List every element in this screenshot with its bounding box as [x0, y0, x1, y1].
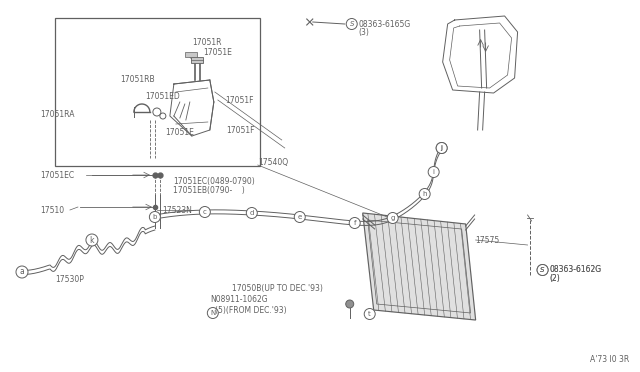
Text: 08363-6162G: 08363-6162G — [550, 266, 602, 275]
Circle shape — [86, 234, 98, 246]
Text: k: k — [90, 235, 94, 244]
Text: 17051E: 17051E — [203, 48, 232, 57]
Bar — [191, 57, 203, 63]
Text: t: t — [369, 311, 371, 317]
Text: N: N — [210, 310, 216, 316]
Circle shape — [16, 266, 28, 278]
Text: d: d — [250, 210, 254, 216]
Text: 08363-6162G: 08363-6162G — [550, 266, 602, 275]
Text: (2): (2) — [550, 273, 561, 282]
Text: j: j — [441, 145, 443, 151]
Text: 17051EC(0489-0790): 17051EC(0489-0790) — [173, 176, 255, 186]
Text: g: g — [390, 215, 395, 221]
Text: 17540Q: 17540Q — [258, 157, 288, 167]
Text: 17575: 17575 — [476, 235, 500, 244]
Circle shape — [346, 19, 357, 29]
Text: h: h — [422, 191, 427, 197]
Circle shape — [153, 108, 161, 116]
Text: 17051EC: 17051EC — [40, 170, 74, 180]
Text: 17523N: 17523N — [162, 205, 192, 215]
Text: i: i — [433, 169, 435, 175]
Text: N08911-1062G: N08911-1062G — [210, 295, 268, 305]
Text: b: b — [153, 214, 157, 220]
Bar — [185, 52, 197, 57]
Text: j: j — [441, 145, 443, 151]
Text: (2): (2) — [550, 273, 561, 282]
Text: f: f — [353, 220, 356, 226]
Circle shape — [436, 142, 447, 154]
Circle shape — [349, 218, 360, 228]
Polygon shape — [170, 80, 214, 136]
Circle shape — [537, 264, 548, 276]
Text: 17510: 17510 — [40, 205, 64, 215]
Text: 17530P: 17530P — [55, 276, 84, 285]
Text: c: c — [203, 209, 207, 215]
Text: 17051EB(0790-    ): 17051EB(0790- ) — [173, 186, 244, 195]
Circle shape — [364, 308, 375, 320]
Polygon shape — [443, 16, 518, 93]
Circle shape — [387, 212, 398, 224]
Text: a: a — [20, 267, 24, 276]
Text: 17051ED: 17051ED — [145, 92, 180, 100]
Text: (5)(FROM DEC.'93): (5)(FROM DEC.'93) — [215, 305, 287, 314]
Text: 17050B(UP TO DEC.'93): 17050B(UP TO DEC.'93) — [232, 283, 323, 292]
Text: S: S — [540, 267, 545, 273]
Circle shape — [294, 212, 305, 222]
Circle shape — [419, 189, 430, 199]
Text: 17051F: 17051F — [226, 125, 254, 135]
Text: S: S — [349, 21, 354, 27]
Text: 17051RB: 17051RB — [120, 74, 154, 83]
Text: e: e — [298, 214, 302, 220]
Circle shape — [149, 212, 161, 222]
Circle shape — [160, 113, 166, 119]
Circle shape — [428, 167, 439, 177]
Text: 17051R: 17051R — [192, 38, 221, 46]
Circle shape — [199, 206, 211, 218]
Circle shape — [346, 300, 354, 308]
Bar — [55, 18, 260, 166]
Text: 08363-6165G: 08363-6165G — [358, 19, 411, 29]
Text: (3): (3) — [358, 28, 369, 36]
Text: 17051E: 17051E — [165, 128, 194, 137]
Circle shape — [436, 142, 447, 154]
Polygon shape — [363, 213, 476, 320]
Circle shape — [246, 208, 257, 218]
Text: S: S — [540, 267, 545, 273]
Circle shape — [537, 264, 548, 276]
Circle shape — [207, 308, 218, 318]
Text: 17051RA: 17051RA — [40, 109, 74, 119]
Text: A'73 I0 3R: A'73 I0 3R — [589, 356, 628, 365]
Text: 17051F: 17051F — [225, 96, 253, 105]
